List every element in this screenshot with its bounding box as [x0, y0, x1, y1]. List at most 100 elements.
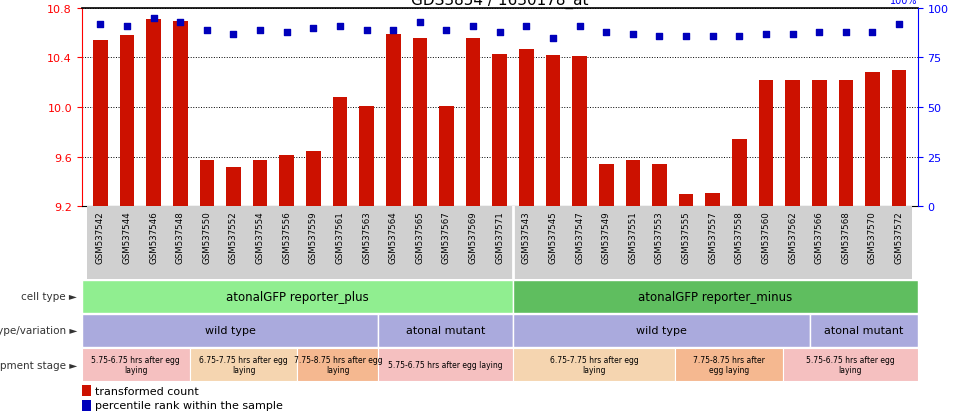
Text: GSM537562: GSM537562 [788, 211, 797, 263]
Text: 5.75-6.75 hrs after egg laying: 5.75-6.75 hrs after egg laying [388, 361, 504, 369]
Bar [82, 280, 513, 313]
Point [572, 23, 587, 30]
Bar [620, 207, 646, 279]
Text: cell type ►: cell type ► [21, 291, 77, 301]
Bar [785, 81, 800, 207]
Text: GSM537548: GSM537548 [176, 211, 185, 263]
Bar [758, 81, 774, 207]
Point [731, 33, 747, 40]
Bar [626, 161, 640, 207]
Bar [189, 349, 298, 381]
Point [838, 29, 853, 36]
Text: GSM537571: GSM537571 [495, 211, 505, 263]
Bar [727, 207, 752, 279]
Point [811, 29, 826, 36]
Text: atonalGFP reporter_minus: atonalGFP reporter_minus [638, 290, 793, 303]
Point [146, 15, 161, 22]
Text: 7.75-8.75 hrs after
egg laying: 7.75-8.75 hrs after egg laying [693, 355, 765, 375]
Text: percentile rank within the sample: percentile rank within the sample [95, 400, 283, 410]
Title: GDS3854 / 1630178_at: GDS3854 / 1630178_at [411, 0, 588, 9]
Text: GSM537550: GSM537550 [203, 211, 211, 263]
Bar [220, 207, 247, 279]
Bar [466, 38, 480, 207]
Text: GSM537572: GSM537572 [895, 211, 903, 263]
Point [465, 23, 480, 30]
Text: 6.75-7.75 hrs after egg
laying: 6.75-7.75 hrs after egg laying [199, 355, 288, 375]
Text: GSM537554: GSM537554 [256, 211, 264, 263]
Point [599, 29, 614, 36]
Bar [379, 314, 513, 347]
Bar [300, 207, 327, 279]
Bar [832, 207, 859, 279]
Bar [486, 207, 513, 279]
Bar [513, 280, 918, 313]
Point [119, 23, 135, 30]
Bar [678, 195, 694, 207]
Text: GSM537549: GSM537549 [602, 211, 611, 263]
Bar [599, 165, 613, 207]
Bar [752, 207, 779, 279]
Text: GSM537568: GSM537568 [842, 211, 850, 263]
Bar [298, 349, 379, 381]
Text: GSM537547: GSM537547 [575, 211, 584, 263]
Point [705, 33, 721, 40]
Bar [705, 193, 720, 207]
Text: GSM537545: GSM537545 [549, 211, 557, 263]
Bar [83, 400, 90, 411]
Point [492, 29, 507, 36]
Bar [83, 385, 90, 396]
Text: GSM537546: GSM537546 [149, 211, 158, 263]
Point [358, 27, 374, 34]
Point [678, 33, 694, 40]
Bar [93, 41, 108, 207]
Point [333, 23, 348, 30]
Text: 5.75-6.75 hrs after egg
laying: 5.75-6.75 hrs after egg laying [91, 355, 180, 375]
Text: GSM537556: GSM537556 [283, 211, 291, 263]
Point [199, 27, 214, 34]
Bar [280, 156, 294, 207]
Point [519, 23, 534, 30]
Text: GSM537564: GSM537564 [388, 211, 398, 263]
Point [173, 19, 188, 26]
Bar [783, 349, 918, 381]
Text: GSM537566: GSM537566 [815, 211, 824, 263]
Text: GSM537560: GSM537560 [761, 211, 771, 263]
Text: GSM537565: GSM537565 [415, 211, 425, 263]
Text: GSM537552: GSM537552 [229, 211, 238, 263]
Bar [865, 73, 880, 207]
Text: atonalGFP reporter_plus: atonalGFP reporter_plus [226, 290, 369, 303]
Bar [653, 165, 667, 207]
Point [545, 35, 560, 42]
Bar [140, 207, 167, 279]
Text: 7.75-8.75 hrs after egg
laying: 7.75-8.75 hrs after egg laying [294, 355, 382, 375]
Point [279, 29, 294, 36]
Text: 100%: 100% [890, 0, 918, 6]
Bar [354, 207, 380, 279]
Bar [146, 20, 160, 207]
Point [785, 31, 801, 38]
Bar [379, 349, 513, 381]
Bar [546, 56, 560, 207]
Bar [173, 22, 187, 207]
Text: development stage ►: development stage ► [0, 360, 77, 370]
Bar [732, 140, 747, 207]
Bar [519, 50, 533, 207]
Point [306, 25, 321, 32]
Bar [892, 71, 906, 207]
Bar [839, 81, 853, 207]
Bar [646, 207, 673, 279]
Bar [226, 167, 241, 207]
Bar [459, 207, 486, 279]
Bar [573, 57, 587, 207]
Text: GSM537555: GSM537555 [681, 211, 691, 263]
Text: GSM537570: GSM537570 [868, 211, 877, 263]
Text: GSM537569: GSM537569 [469, 211, 478, 263]
Bar [492, 55, 507, 207]
Point [626, 31, 641, 38]
Bar [193, 207, 220, 279]
Bar [119, 36, 135, 207]
Bar [675, 349, 783, 381]
Bar [167, 207, 193, 279]
Bar [82, 314, 379, 347]
Text: wild type: wild type [205, 325, 256, 336]
